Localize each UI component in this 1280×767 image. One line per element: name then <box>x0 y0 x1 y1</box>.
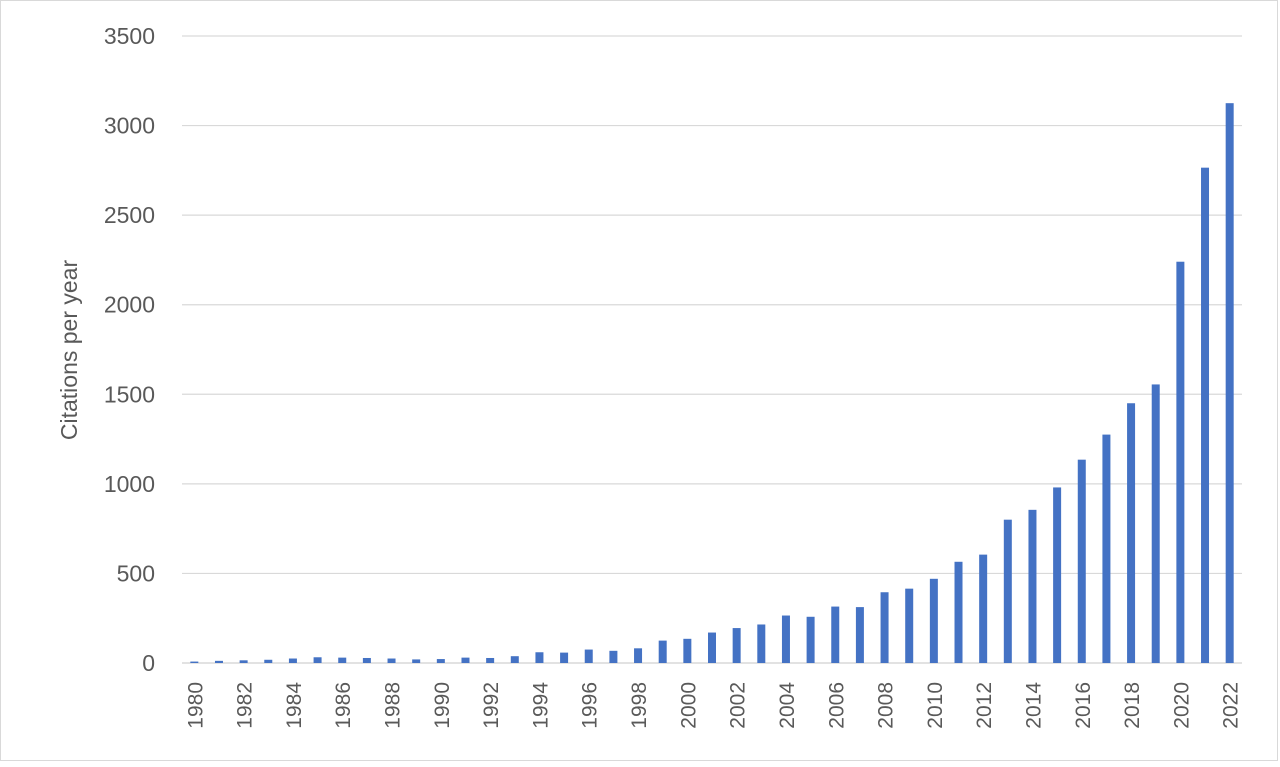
y-tick-label: 3500 <box>104 23 155 49</box>
x-tick-label: 2020 <box>1170 682 1193 729</box>
bar-2019 <box>1151 384 1160 663</box>
bar-1996 <box>584 649 593 663</box>
bar-2014 <box>1028 509 1037 663</box>
y-tick-label: 1500 <box>104 381 155 407</box>
x-tick-label: 1982 <box>234 682 257 729</box>
bar-1999 <box>658 640 667 663</box>
x-tick-label: 2010 <box>924 682 947 729</box>
x-tick-label: 2008 <box>875 682 898 729</box>
bar-1994 <box>535 652 544 663</box>
bar-2015 <box>1053 487 1062 663</box>
x-tick-label: 1986 <box>332 682 355 729</box>
x-tick-label: 2002 <box>727 682 750 729</box>
bar-1990 <box>436 659 445 663</box>
bar-1997 <box>609 650 618 663</box>
bar-2012 <box>979 554 988 663</box>
bar-2011 <box>954 561 963 663</box>
bar-2008 <box>880 592 889 663</box>
bar-2003 <box>757 624 766 663</box>
y-axis-ticks: 0 500 1000 1500 2000 2500 3000 3500 <box>104 23 155 676</box>
y-tick-label: 2000 <box>104 292 155 318</box>
bar-2002 <box>732 628 741 663</box>
bars <box>190 103 1234 664</box>
x-tick-label: 2022 <box>1220 682 1243 729</box>
bar-2013 <box>1003 519 1012 663</box>
bar-1991 <box>461 657 470 663</box>
bar-1981 <box>214 660 223 663</box>
bar-2018 <box>1127 403 1136 663</box>
bar-1983 <box>264 659 273 663</box>
x-tick-label: 1988 <box>382 682 405 729</box>
bar-1987 <box>362 657 371 663</box>
bar-2000 <box>683 638 692 663</box>
bar-1995 <box>560 652 569 663</box>
y-tick-label: 1000 <box>104 471 155 497</box>
bar-2001 <box>708 632 716 663</box>
y-tick-label: 500 <box>117 560 155 586</box>
x-tick-label: 2018 <box>1121 682 1144 729</box>
bar-2017 <box>1102 434 1111 663</box>
bar-2020 <box>1176 261 1185 663</box>
bar-1992 <box>486 657 495 663</box>
bar-1980 <box>190 661 199 663</box>
x-tick-label: 1980 <box>184 682 207 729</box>
y-axis-title: Citations per year <box>56 260 82 441</box>
bar-2016 <box>1077 459 1086 663</box>
bar-1988 <box>387 658 396 663</box>
y-tick-label: 3000 <box>104 113 155 139</box>
x-tick-label: 2016 <box>1072 682 1095 729</box>
bar-1998 <box>634 648 643 663</box>
x-tick-label: 1990 <box>431 682 454 729</box>
x-tick-label: 1984 <box>283 682 306 729</box>
bar-2009 <box>905 588 914 663</box>
x-tick-label: 1996 <box>579 682 602 729</box>
x-tick-label: 2000 <box>677 682 700 729</box>
x-tick-label: 2004 <box>776 682 799 729</box>
x-tick-label: 2014 <box>1022 682 1045 729</box>
bar-2022 <box>1225 103 1234 663</box>
x-tick-label: 2006 <box>825 682 848 729</box>
x-axis-ticks: 1980 1982 1984 1986 1988 1990 1992 1994 1996 1998… <box>184 682 1242 729</box>
bar-1985 <box>313 657 322 663</box>
bar-1989 <box>412 659 421 663</box>
x-tick-label: 1998 <box>628 682 651 729</box>
x-tick-label: 2012 <box>973 682 996 729</box>
y-tick-label: 2500 <box>104 202 155 228</box>
bar-2006 <box>831 606 840 663</box>
bar-2021 <box>1201 167 1210 664</box>
bar-2010 <box>929 578 938 663</box>
bar-1993 <box>510 656 519 663</box>
bar-2005 <box>806 616 815 663</box>
bar-1982 <box>239 660 248 663</box>
bar-2007 <box>855 607 864 663</box>
bar-2004 <box>781 615 790 663</box>
bar-1986 <box>338 657 347 663</box>
x-tick-label: 1992 <box>480 682 503 729</box>
x-tick-label: 1994 <box>529 682 552 729</box>
y-tick-label: 0 <box>142 650 155 676</box>
bar-1984 <box>288 658 297 663</box>
gridlines <box>182 35 1242 664</box>
